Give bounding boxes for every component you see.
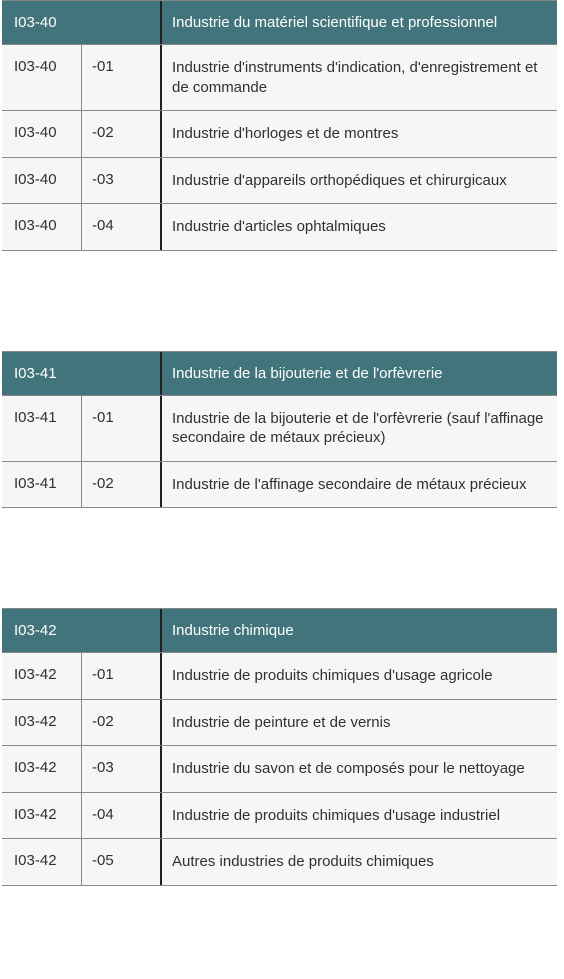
row-description: Industrie de peinture et de vernis <box>162 700 557 746</box>
section-spacer <box>0 251 564 351</box>
row-description: Industrie de l'affinage secondaire de mé… <box>162 462 557 508</box>
row-subcode: -01 <box>82 396 162 461</box>
table-row: I03-40 -04 Industrie d'articles ophtalmi… <box>2 204 557 251</box>
row-description: Industrie de produits chimiques d'usage … <box>162 793 557 839</box>
table-row: I03-40 -01 Industrie d'instruments d'ind… <box>2 45 557 111</box>
classification-table-1: I03-41 Industrie de la bijouterie et de … <box>2 351 557 509</box>
classification-table-0: I03-40 Industrie du matériel scientifiqu… <box>2 0 557 251</box>
row-code: I03-40 <box>2 111 82 157</box>
table-row: I03-42 -05 Autres industries de produits… <box>2 839 557 886</box>
row-subcode: -03 <box>82 158 162 204</box>
row-subcode: -02 <box>82 111 162 157</box>
row-code: I03-42 <box>2 700 82 746</box>
row-subcode: -01 <box>82 653 162 699</box>
row-code: I03-41 <box>2 396 82 461</box>
row-code: I03-42 <box>2 839 82 885</box>
row-code: I03-40 <box>2 204 82 250</box>
row-description: Industrie d'instruments d'indication, d'… <box>162 45 557 110</box>
row-description: Industrie d'appareils orthopédiques et c… <box>162 158 557 204</box>
header-title: Industrie chimique <box>162 609 557 652</box>
header-title: Industrie de la bijouterie et de l'orfèv… <box>162 352 557 395</box>
table-header: I03-41 Industrie de la bijouterie et de … <box>2 351 557 396</box>
row-description: Industrie de produits chimiques d'usage … <box>162 653 557 699</box>
row-subcode: -02 <box>82 462 162 508</box>
header-code: I03-41 <box>2 352 162 395</box>
table-row: I03-42 -04 Industrie de produits chimiqu… <box>2 793 557 840</box>
table-row: I03-42 -02 Industrie de peinture et de v… <box>2 700 557 747</box>
row-description: Industrie d'articles ophtalmiques <box>162 204 557 250</box>
table-row: I03-42 -03 Industrie du savon et de comp… <box>2 746 557 793</box>
row-subcode: -01 <box>82 45 162 110</box>
table-row: I03-40 -02 Industrie d'horloges et de mo… <box>2 111 557 158</box>
table-row: I03-41 -02 Industrie de l'affinage secon… <box>2 462 557 509</box>
header-code: I03-42 <box>2 609 162 652</box>
row-code: I03-42 <box>2 653 82 699</box>
table-row: I03-42 -01 Industrie de produits chimiqu… <box>2 653 557 700</box>
classification-table-2: I03-42 Industrie chimique I03-42 -01 Ind… <box>2 608 557 886</box>
section-spacer <box>0 508 564 608</box>
row-code: I03-42 <box>2 746 82 792</box>
table-header: I03-40 Industrie du matériel scientifiqu… <box>2 0 557 45</box>
row-subcode: -02 <box>82 700 162 746</box>
row-subcode: -03 <box>82 746 162 792</box>
row-description: Industrie de la bijouterie et de l'orfèv… <box>162 396 557 461</box>
table-row: I03-41 -01 Industrie de la bijouterie et… <box>2 396 557 462</box>
header-title: Industrie du matériel scientifique et pr… <box>162 1 557 44</box>
header-code: I03-40 <box>2 1 162 44</box>
row-code: I03-42 <box>2 793 82 839</box>
table-row: I03-40 -03 Industrie d'appareils orthopé… <box>2 158 557 205</box>
row-subcode: -04 <box>82 793 162 839</box>
row-code: I03-40 <box>2 158 82 204</box>
row-code: I03-40 <box>2 45 82 110</box>
row-subcode: -04 <box>82 204 162 250</box>
row-description: Autres industries de produits chimiques <box>162 839 557 885</box>
row-subcode: -05 <box>82 839 162 885</box>
row-description: Industrie du savon et de composés pour l… <box>162 746 557 792</box>
table-header: I03-42 Industrie chimique <box>2 608 557 653</box>
row-code: I03-41 <box>2 462 82 508</box>
row-description: Industrie d'horloges et de montres <box>162 111 557 157</box>
